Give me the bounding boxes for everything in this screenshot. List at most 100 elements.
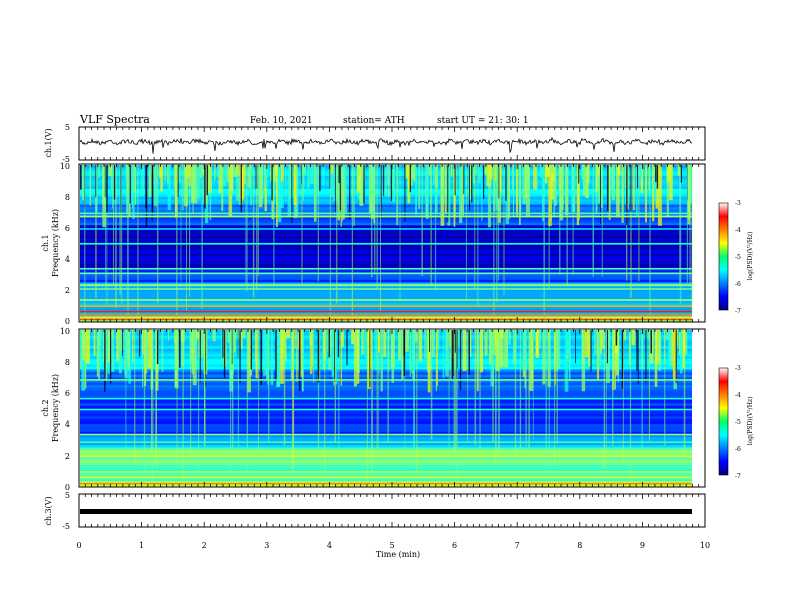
spectrogram-impulse xyxy=(599,165,601,224)
spectrogram-emission xyxy=(487,165,492,228)
spectrogram-impulse xyxy=(240,165,242,214)
ch1-ytick-bottom: -5 xyxy=(62,155,70,164)
spectrogram-emission xyxy=(84,330,87,389)
spectrogram-impulse xyxy=(451,330,454,381)
date-label: Feb. 10, 2021 xyxy=(250,116,313,126)
spectrogram-emission xyxy=(342,165,345,220)
spectrogram-impulse xyxy=(465,165,467,301)
spectrogram-emission xyxy=(493,330,496,356)
spectrogram-band xyxy=(80,302,692,306)
spectrogram-emission xyxy=(388,165,390,197)
spectrogram-impulse xyxy=(629,330,632,482)
spectrogram-impulse xyxy=(122,330,123,356)
spectrogram-emission xyxy=(515,165,519,216)
spectrogram-emission xyxy=(418,330,423,362)
spectrogram-emission xyxy=(396,165,399,226)
spectrogram-impulse xyxy=(532,330,534,441)
spectrogram-impulse xyxy=(268,330,270,442)
spectrogram-emission xyxy=(593,330,598,355)
spectrogram-impulse xyxy=(256,165,258,291)
spectrogram-emission xyxy=(264,165,268,189)
spectrogram-impulse xyxy=(645,330,647,383)
ch1-spectrogram-ylabel-frequency: Frequency (kHz) xyxy=(51,209,60,277)
spectrogram-emission xyxy=(153,165,158,207)
spectrogram-emission xyxy=(476,330,479,392)
spectrogram-emission xyxy=(228,165,233,217)
spectrogram-emission xyxy=(545,165,549,178)
spectrogram-line xyxy=(80,288,692,290)
spectrogram-emission xyxy=(167,165,171,210)
spectrogram-impulse xyxy=(456,330,458,484)
ch2-colorbar-label: log(PSD)(V²/Hz) xyxy=(747,397,754,446)
spectrogram-emission xyxy=(236,165,240,201)
ch2-spectrogram-yticklabels: 0 2 4 6 8 10 xyxy=(60,327,70,492)
spectrogram-emission xyxy=(539,165,543,178)
spectrogram-impulse xyxy=(349,165,351,220)
spectrogram-emission xyxy=(303,165,305,195)
ch2-colorbar xyxy=(718,367,729,476)
spectrogram-impulse xyxy=(137,165,139,316)
spectrogram-emission xyxy=(462,165,464,216)
spectrogram-emission xyxy=(532,330,536,340)
spectrogram-band xyxy=(80,308,692,312)
spectrogram-emission xyxy=(221,165,224,211)
spectrogram-impulse xyxy=(273,165,275,287)
spectrogram-emission xyxy=(247,330,251,393)
spectrogram-emission xyxy=(484,330,488,356)
ch1-ytick-0: 0 xyxy=(65,317,70,326)
spectrogram-impulse xyxy=(455,330,457,455)
spectrogram-impulse xyxy=(452,330,455,377)
spectrogram-emission xyxy=(599,165,601,195)
spectrogram-band xyxy=(80,204,692,208)
spectrogram-impulse xyxy=(109,330,112,384)
spectrogram-impulse xyxy=(495,330,497,464)
spectrogram-emission xyxy=(341,330,344,348)
spectrogram-emission xyxy=(444,165,447,214)
spectrogram-emission xyxy=(522,330,526,372)
spectrogram-impulse xyxy=(292,330,295,455)
time-axis-ticklabel: 4 xyxy=(327,541,332,550)
spectrogram-impulse xyxy=(201,165,203,310)
spectrogram-impulse xyxy=(390,165,393,201)
spectrogram-emission xyxy=(141,330,144,354)
spectrogram-impulse xyxy=(291,165,293,224)
spectrogram-impulse xyxy=(317,165,319,282)
spectrogram-emission xyxy=(102,165,106,205)
spectrogram-impulse xyxy=(413,330,415,461)
spectrogram-emission xyxy=(512,165,515,218)
spectrogram-band xyxy=(80,245,692,249)
spectrogram-impulse xyxy=(459,330,462,391)
spectrogram-emission xyxy=(623,330,627,340)
spectrogram-emission xyxy=(341,165,344,222)
spectrogram-emission xyxy=(148,165,152,197)
ch3-waveform-ticks xyxy=(78,494,706,527)
spectrogram-emission xyxy=(500,330,504,338)
spectrogram-emission xyxy=(126,330,130,368)
spectrogram-band xyxy=(80,465,692,469)
spectrogram-emission xyxy=(569,330,571,382)
spectrogram-impulse xyxy=(250,330,253,370)
spectrogram-emission xyxy=(302,165,304,201)
spectrogram-band xyxy=(80,434,692,438)
spectrogram-emission xyxy=(654,165,657,201)
spectrogram-emission xyxy=(161,330,164,372)
spectrogram-emission xyxy=(132,165,134,209)
spectrogram-emission xyxy=(682,330,685,369)
ch1-spectrogram-panel: 0 2 4 6 8 10 ch.1 Frequency (kHz) -3 -4 … xyxy=(41,162,754,326)
spectrogram-band xyxy=(80,376,692,380)
spectrogram-emission xyxy=(287,165,292,217)
spectrogram-impulse xyxy=(127,165,129,316)
spectrogram-emission xyxy=(86,330,90,364)
spectrogram-emission xyxy=(310,165,314,184)
spectrogram-impulse xyxy=(376,165,378,290)
time-axis-ticklabel: 1 xyxy=(139,541,144,550)
spectrogram-emission xyxy=(597,330,601,366)
spectrogram-impulse xyxy=(143,330,146,478)
spectrogram-emission xyxy=(541,165,544,222)
spectrogram-emission xyxy=(360,330,365,355)
spectrogram-emission xyxy=(255,330,258,379)
ch2-spectrogram-ylabel-channel: ch.2 xyxy=(41,399,50,416)
spectrogram-line xyxy=(80,272,692,275)
spectrogram-emission xyxy=(331,330,335,378)
spectrogram-band xyxy=(80,395,692,399)
